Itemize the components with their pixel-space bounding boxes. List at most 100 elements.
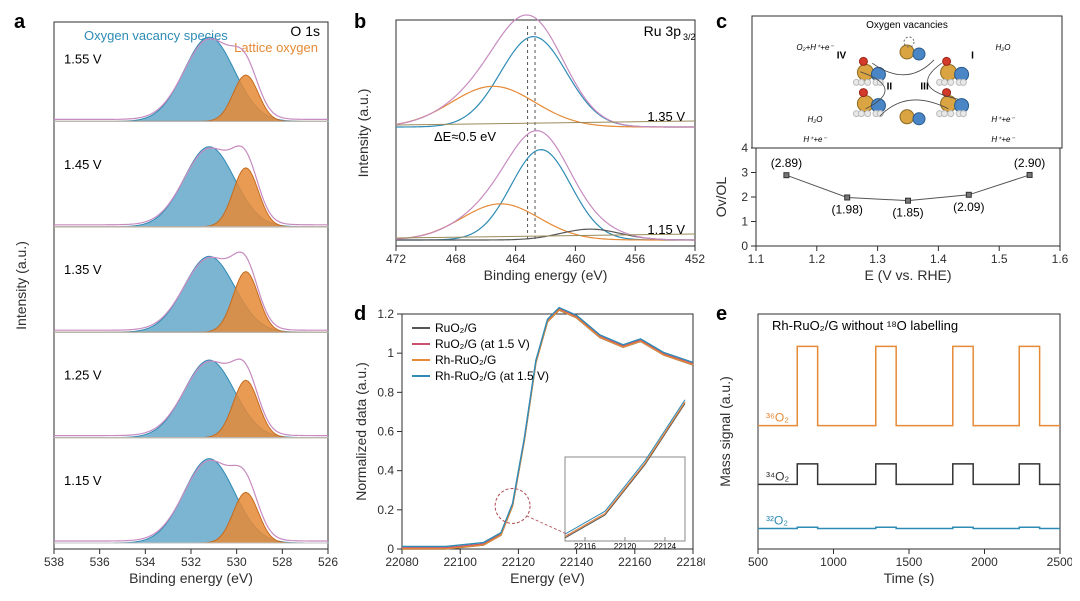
svg-text:c: c — [716, 11, 727, 33]
panel-a: a 538 536 534 532 530 528 526 Binding energy (eV… — [8, 8, 338, 593]
ratio-value: (2.89) — [771, 156, 802, 170]
svg-text:Time (s): Time (s) — [884, 570, 935, 586]
svg-text:0: 0 — [741, 239, 748, 253]
svg-text:472: 472 — [386, 252, 406, 266]
voltage-label: 1.35 V — [64, 262, 102, 277]
panel-a-title: O 1s — [290, 23, 320, 39]
voltage-label: 1.15 V — [64, 473, 102, 488]
svg-text:H⁺+e⁻: H⁺+e⁻ — [991, 135, 1015, 144]
svg-text:Energy (eV): Energy (eV) — [510, 570, 585, 586]
svg-text:4: 4 — [741, 141, 748, 155]
svg-text:b: b — [354, 11, 366, 33]
legend-lattice: Lattice oxygen — [234, 40, 318, 55]
svg-text:464: 464 — [506, 252, 526, 266]
svg-text:3: 3 — [741, 166, 748, 180]
svg-text:H₂O: H₂O — [807, 115, 822, 124]
svg-text:IV: IV — [837, 50, 847, 61]
ratio-value: (2.90) — [1014, 156, 1045, 170]
svg-text:H₂O: H₂O — [995, 43, 1010, 52]
legend-item: Rh-RuO₂/G (at 1.5 V) — [435, 369, 549, 383]
svg-text:a: a — [14, 11, 26, 33]
svg-text:452: 452 — [685, 252, 705, 266]
svg-text:0.6: 0.6 — [377, 425, 394, 439]
legend-item: RuO₂/G — [435, 321, 477, 335]
svg-text:22180: 22180 — [676, 555, 705, 569]
svg-text:1.1: 1.1 — [748, 252, 765, 266]
series-label: ³⁶O₂ — [766, 411, 789, 425]
svg-text:532: 532 — [181, 555, 201, 569]
svg-text:3/2: 3/2 — [683, 32, 696, 42]
ratio-value: (1.85) — [892, 206, 923, 220]
delta-e-label: ΔE≈0.5 eV — [434, 129, 496, 144]
svg-text:526: 526 — [318, 555, 338, 569]
svg-text:468: 468 — [446, 252, 466, 266]
schematic-title: Oxygen vacancies — [866, 20, 948, 31]
svg-text:0.4: 0.4 — [377, 464, 394, 478]
svg-text:528: 528 — [272, 555, 292, 569]
svg-text:456: 456 — [625, 252, 645, 266]
svg-text:1500: 1500 — [896, 555, 923, 569]
svg-text:536: 536 — [90, 555, 110, 569]
svg-text:Intensity (a.u.): Intensity (a.u.) — [13, 241, 29, 330]
panel-c: cOxygen vacanciesIVIIIIIIO₂+H⁺+e⁻H₂OH⁺+e… — [712, 8, 1072, 290]
svg-text:1.2: 1.2 — [377, 307, 394, 321]
svg-text:538: 538 — [44, 555, 64, 569]
ratio-value: (2.09) — [953, 200, 984, 214]
svg-text:0: 0 — [387, 542, 394, 556]
svg-text:0.2: 0.2 — [377, 503, 394, 517]
svg-text:534: 534 — [135, 555, 155, 569]
svg-text:22116: 22116 — [574, 542, 596, 551]
mass-signal-32O2 — [758, 527, 1060, 528]
svg-text:H⁺+e⁻: H⁺+e⁻ — [803, 135, 827, 144]
svg-text:22100: 22100 — [444, 555, 478, 569]
svg-text:Normalized data (a.u.): Normalized data (a.u.) — [353, 362, 369, 501]
svg-text:2: 2 — [741, 190, 748, 204]
svg-text:1.4: 1.4 — [930, 252, 947, 266]
legend-item: RuO₂/G (at 1.5 V) — [435, 337, 530, 351]
svg-text:2000: 2000 — [971, 555, 998, 569]
svg-text:22160: 22160 — [618, 555, 652, 569]
voltage-label: 1.25 V — [64, 368, 102, 383]
panel-e: e5001000150020002500Time (s)Mass signal … — [712, 300, 1072, 593]
svg-text:1.6: 1.6 — [1052, 252, 1069, 266]
svg-text:530: 530 — [227, 555, 247, 569]
svg-text:Ov/OL: Ov/OL — [713, 177, 729, 218]
svg-text:E (V vs. RHE): E (V vs. RHE) — [864, 267, 951, 283]
svg-text:460: 460 — [565, 252, 585, 266]
svg-text:22120: 22120 — [614, 542, 637, 551]
svg-text:1.3: 1.3 — [869, 252, 886, 266]
svg-text:II: II — [887, 82, 893, 93]
svg-text:Ru 3p: Ru 3p — [644, 23, 682, 39]
series-label: ³⁴O₂ — [766, 469, 789, 483]
panel-b: b 472 468 464 460 456 452 Binding energy (eV) In… — [350, 8, 705, 290]
svg-text:Binding energy (eV): Binding energy (eV) — [484, 267, 608, 283]
voltage-label: 1.45 V — [64, 157, 102, 172]
series-label: ³²O₂ — [766, 513, 788, 527]
voltage-label: 1.55 V — [64, 51, 102, 66]
svg-text:H⁺+e⁻: H⁺+e⁻ — [991, 115, 1015, 124]
legend-item: Rh-RuO₂/G — [435, 353, 496, 367]
svg-text:Intensity (a.u.): Intensity (a.u.) — [355, 89, 371, 178]
svg-text:Binding energy (eV): Binding energy (eV) — [129, 570, 253, 586]
svg-text:22140: 22140 — [560, 555, 594, 569]
svg-text:1.2: 1.2 — [808, 252, 825, 266]
svg-text:I: I — [971, 50, 974, 61]
svg-text:1.15 V: 1.15 V — [647, 222, 685, 237]
svg-text:22080: 22080 — [385, 555, 419, 569]
svg-text:2500: 2500 — [1047, 555, 1072, 569]
mass-signal-36O2 — [758, 346, 1060, 425]
svg-text:500: 500 — [748, 555, 768, 569]
svg-text:O₂+H⁺+e⁻: O₂+H⁺+e⁻ — [796, 43, 834, 52]
svg-text:e: e — [716, 303, 727, 325]
svg-text:1: 1 — [741, 215, 748, 229]
panel-e-title: Rh-RuO₂/G without ¹⁸O labelling — [772, 318, 958, 333]
svg-text:22124: 22124 — [654, 542, 677, 551]
svg-text:1000: 1000 — [820, 555, 847, 569]
svg-text:0.8: 0.8 — [377, 385, 394, 399]
panel-d: d 22080 22100 22120 22140 22160 22180 Energy (e… — [350, 300, 705, 593]
svg-text:d: d — [354, 303, 366, 325]
ratio-value: (1.98) — [832, 202, 863, 216]
svg-text:1.35 V: 1.35 V — [647, 109, 685, 124]
mass-signal-34O2 — [758, 464, 1060, 485]
svg-text:1.5: 1.5 — [991, 252, 1008, 266]
